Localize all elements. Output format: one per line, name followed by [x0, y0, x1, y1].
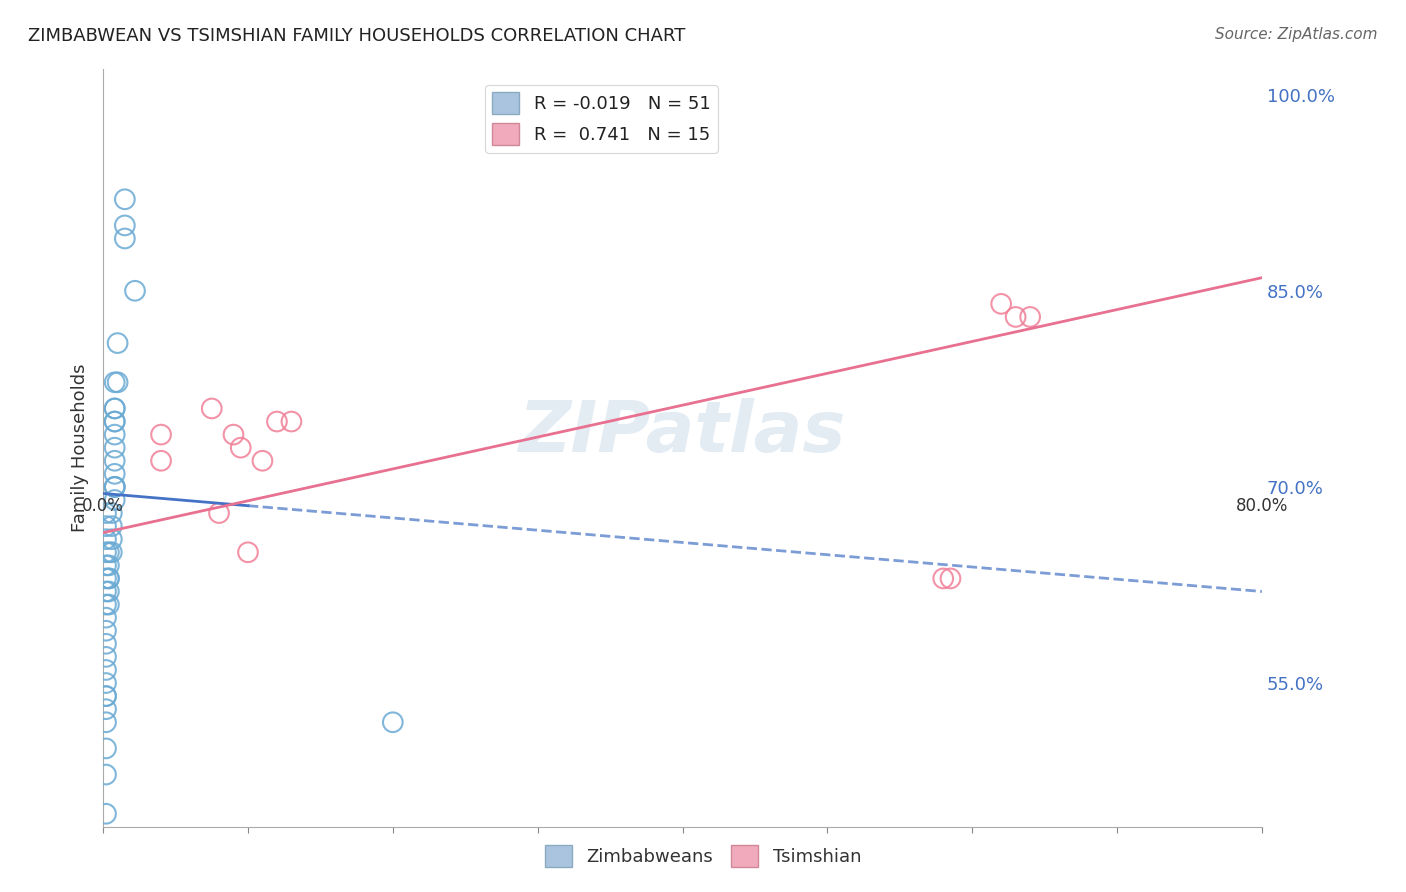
Point: [236, 545, 259, 559]
Text: ZIPatlas: ZIPatlas: [519, 398, 846, 467]
Point: [94, 676, 117, 690]
Point: [94, 689, 117, 703]
Point: [94, 545, 117, 559]
Point: [229, 441, 252, 455]
Point: [1004, 310, 1026, 324]
Point: [252, 454, 274, 468]
Point: [104, 441, 127, 455]
Text: 80.0%: 80.0%: [1236, 497, 1288, 515]
Point: [94, 663, 117, 677]
Point: [150, 454, 173, 468]
Point: [104, 467, 127, 481]
Point: [101, 506, 124, 520]
Point: [104, 376, 127, 390]
Point: [97, 545, 120, 559]
Text: ZIMBABWEAN VS TSIMSHIAN FAMILY HOUSEHOLDS CORRELATION CHART: ZIMBABWEAN VS TSIMSHIAN FAMILY HOUSEHOLD…: [28, 27, 686, 45]
Text: Source: ZipAtlas.com: Source: ZipAtlas.com: [1215, 27, 1378, 42]
Point: [104, 480, 127, 494]
Point: [990, 297, 1012, 311]
Point: [266, 415, 288, 429]
Point: [94, 598, 117, 612]
Point: [932, 571, 955, 585]
Point: [107, 336, 129, 351]
Point: [280, 415, 302, 429]
Text: 0.0%: 0.0%: [82, 497, 124, 515]
Point: [104, 493, 127, 508]
Point: [381, 715, 404, 730]
Point: [97, 571, 120, 585]
Point: [94, 610, 117, 624]
Point: [104, 480, 127, 494]
Point: [94, 741, 117, 756]
Point: [97, 584, 120, 599]
Point: [97, 598, 120, 612]
Point: [114, 219, 136, 233]
Point: [101, 532, 124, 546]
Point: [94, 519, 117, 533]
Point: [150, 427, 173, 442]
Point: [104, 401, 127, 416]
Point: [222, 427, 245, 442]
Point: [104, 454, 127, 468]
Point: [94, 624, 117, 638]
Point: [104, 401, 127, 416]
Point: [104, 415, 127, 429]
Point: [104, 427, 127, 442]
Point: [94, 506, 117, 520]
Point: [124, 284, 146, 298]
Point: [201, 401, 224, 416]
Point: [101, 519, 124, 533]
Legend: R = -0.019   N = 51, R =  0.741   N = 15: R = -0.019 N = 51, R = 0.741 N = 15: [485, 85, 717, 153]
Point: [114, 192, 136, 206]
Point: [939, 571, 962, 585]
Point: [107, 376, 129, 390]
Point: [97, 558, 120, 573]
Point: [104, 415, 127, 429]
Point: [94, 571, 117, 585]
Point: [94, 806, 117, 821]
Legend: Zimbabweans, Tsimshian: Zimbabweans, Tsimshian: [537, 838, 869, 874]
Point: [94, 715, 117, 730]
Point: [94, 637, 117, 651]
Y-axis label: Family Households: Family Households: [72, 363, 89, 532]
Point: [94, 532, 117, 546]
Point: [97, 571, 120, 585]
Point: [94, 689, 117, 703]
Point: [94, 649, 117, 664]
Point: [94, 767, 117, 781]
Point: [94, 702, 117, 716]
Point: [101, 545, 124, 559]
Point: [94, 584, 117, 599]
Point: [94, 558, 117, 573]
Point: [104, 480, 127, 494]
Point: [1019, 310, 1042, 324]
Point: [208, 506, 231, 520]
Point: [114, 231, 136, 245]
